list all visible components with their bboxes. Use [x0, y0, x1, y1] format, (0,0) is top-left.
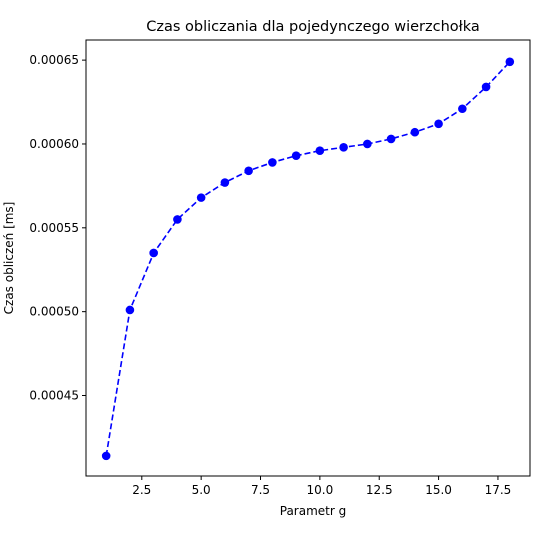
series-line: [105, 61, 511, 457]
data-point: [125, 305, 135, 315]
x-tick-label: 2.5: [132, 483, 151, 497]
y-tick-label: 0.00045: [29, 389, 79, 403]
data-point: [315, 146, 325, 155]
x-tick-label: 15.0: [425, 483, 452, 497]
data-point: [101, 451, 111, 461]
x-tick-label: 10.0: [307, 483, 334, 497]
y-tick-label: 0.00050: [29, 305, 79, 319]
x-tick-label: 12.5: [366, 483, 393, 497]
y-axis-title: Czas obliczeń [ms]: [2, 202, 16, 315]
data-point: [339, 143, 348, 152]
x-tick-label: 17.5: [485, 483, 512, 497]
chart-title: Czas obliczania dla pojedynczego wierzch…: [146, 19, 480, 35]
plot-area: [101, 57, 515, 461]
x-axis-title: Parametr g: [280, 504, 346, 518]
data-point: [220, 178, 230, 187]
data-point: [458, 104, 467, 114]
y-tick-label: 0.00065: [29, 53, 79, 67]
data-point: [410, 127, 420, 137]
y-tick-label: 0.00055: [29, 221, 79, 235]
y-axis: 0.00045 0.00050 0.00055 0.00060 0.00065: [29, 53, 86, 403]
data-point: [505, 57, 515, 67]
data-point: [196, 193, 206, 202]
data-point: [268, 158, 277, 167]
data-point: [149, 248, 158, 258]
y-tick-label: 0.00060: [29, 137, 79, 151]
data-point: [363, 139, 372, 149]
data-point: [386, 134, 396, 144]
plot-frame: [85, 39, 531, 477]
data-point: [481, 82, 491, 92]
x-tick-label: 7.5: [251, 483, 270, 497]
data-point: [434, 119, 443, 129]
x-axis: 2.5 5.0 7.5 10.0 12.5 15.0 17.5: [132, 476, 511, 497]
data-point: [173, 215, 182, 224]
x-tick-label: 5.0: [192, 483, 211, 497]
data-point: [244, 166, 253, 176]
data-point: [291, 151, 301, 161]
